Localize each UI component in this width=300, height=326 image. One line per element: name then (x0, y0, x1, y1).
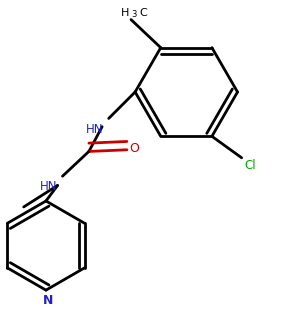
Text: Cl: Cl (244, 159, 256, 172)
Text: O: O (130, 141, 140, 155)
Text: N: N (42, 294, 53, 307)
Text: HN: HN (40, 180, 58, 193)
Text: C: C (139, 7, 147, 18)
Text: H: H (121, 7, 129, 18)
Text: HN: HN (86, 123, 104, 136)
Text: 3: 3 (131, 10, 136, 19)
